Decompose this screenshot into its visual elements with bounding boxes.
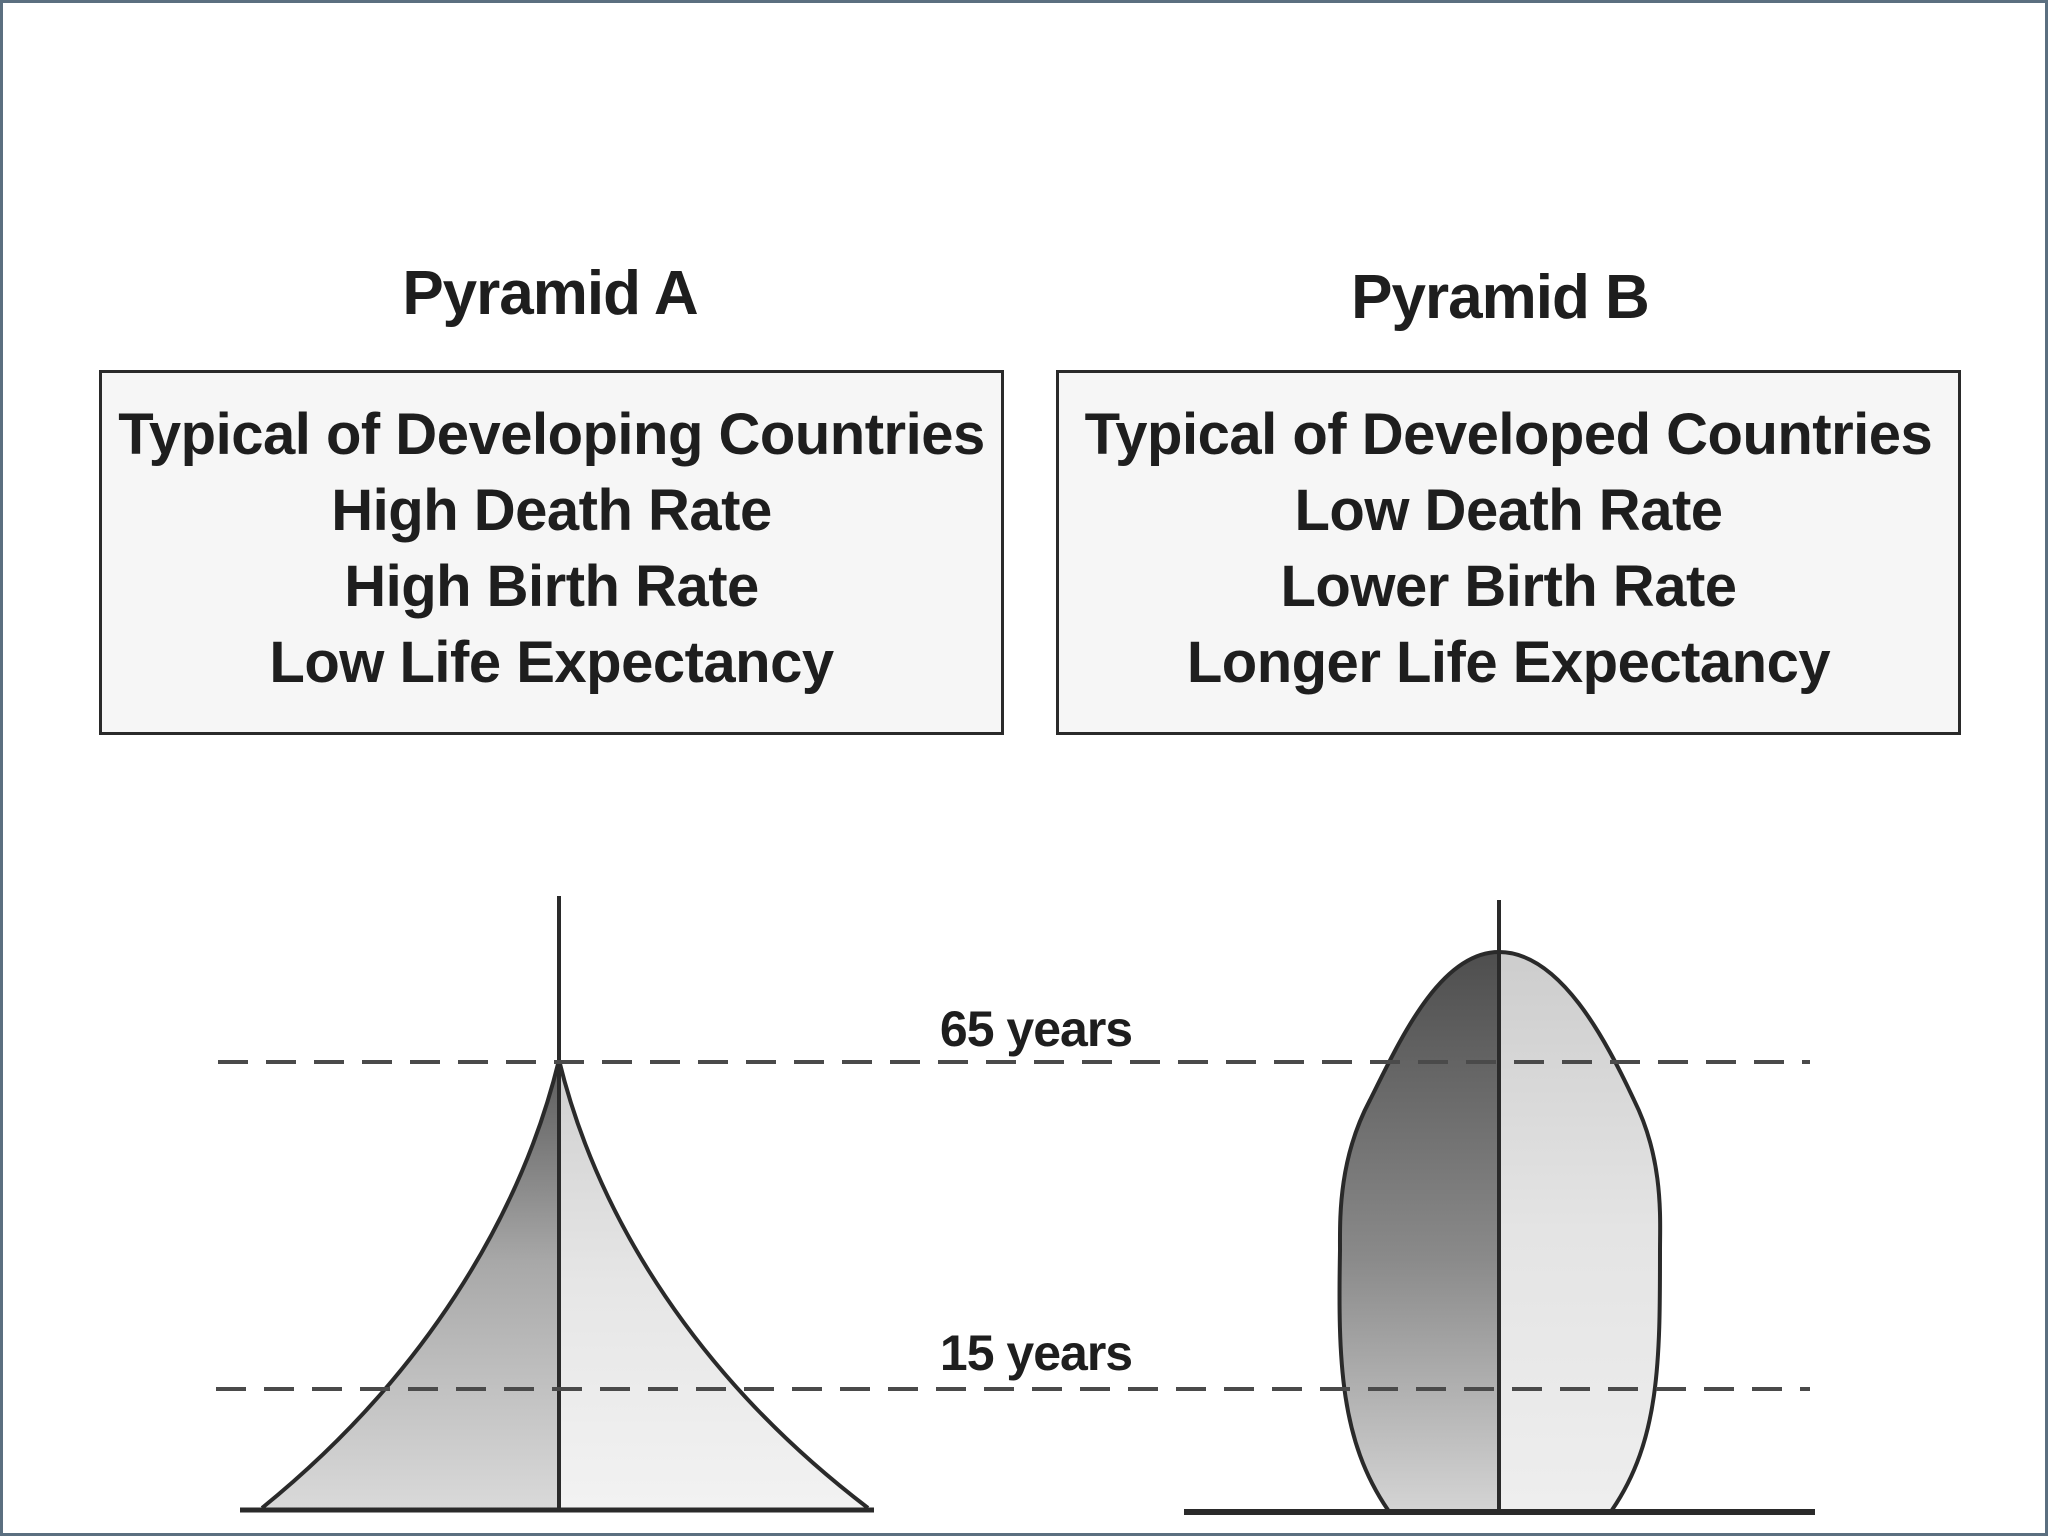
- pyramid-b-line-1: Typical of Developed Countries: [1084, 402, 1933, 467]
- pyramid-a-left-half: [262, 1060, 559, 1508]
- age-65-label: 65 years: [939, 1001, 1133, 1057]
- age-15-label: 15 years: [939, 1325, 1133, 1381]
- pyramid-b-right-half: [1499, 952, 1661, 1510]
- pyramid-b-left-half: [1339, 952, 1499, 1510]
- pyramid-a-right-half: [559, 1060, 868, 1508]
- pyramid-a-description-box: Typical of Developing Countries High Dea…: [99, 370, 1004, 735]
- pyramid-a-line-4: Low Life Expectancy: [269, 630, 834, 695]
- pyramid-a-line-3: High Birth Rate: [344, 554, 759, 619]
- pyramid-a-title: Pyramid A: [402, 259, 698, 328]
- pyramid-b-shape: [1184, 900, 1815, 1515]
- pyramid-b-line-4: Longer Life Expectancy: [1186, 630, 1831, 695]
- pyramid-a-line-1: Typical of Developing Countries: [118, 402, 985, 467]
- pyramid-a-shape: [240, 896, 874, 1513]
- pyramid-a-line-2: High Death Rate: [331, 478, 772, 543]
- pyramid-b-title: Pyramid B: [1351, 263, 1650, 332]
- pyramid-b-line-3: Lower Birth Rate: [1280, 554, 1737, 619]
- pyramid-b-description-box: Typical of Developed Countries Low Death…: [1056, 370, 1961, 735]
- pyramid-b-line-2: Low Death Rate: [1294, 478, 1723, 543]
